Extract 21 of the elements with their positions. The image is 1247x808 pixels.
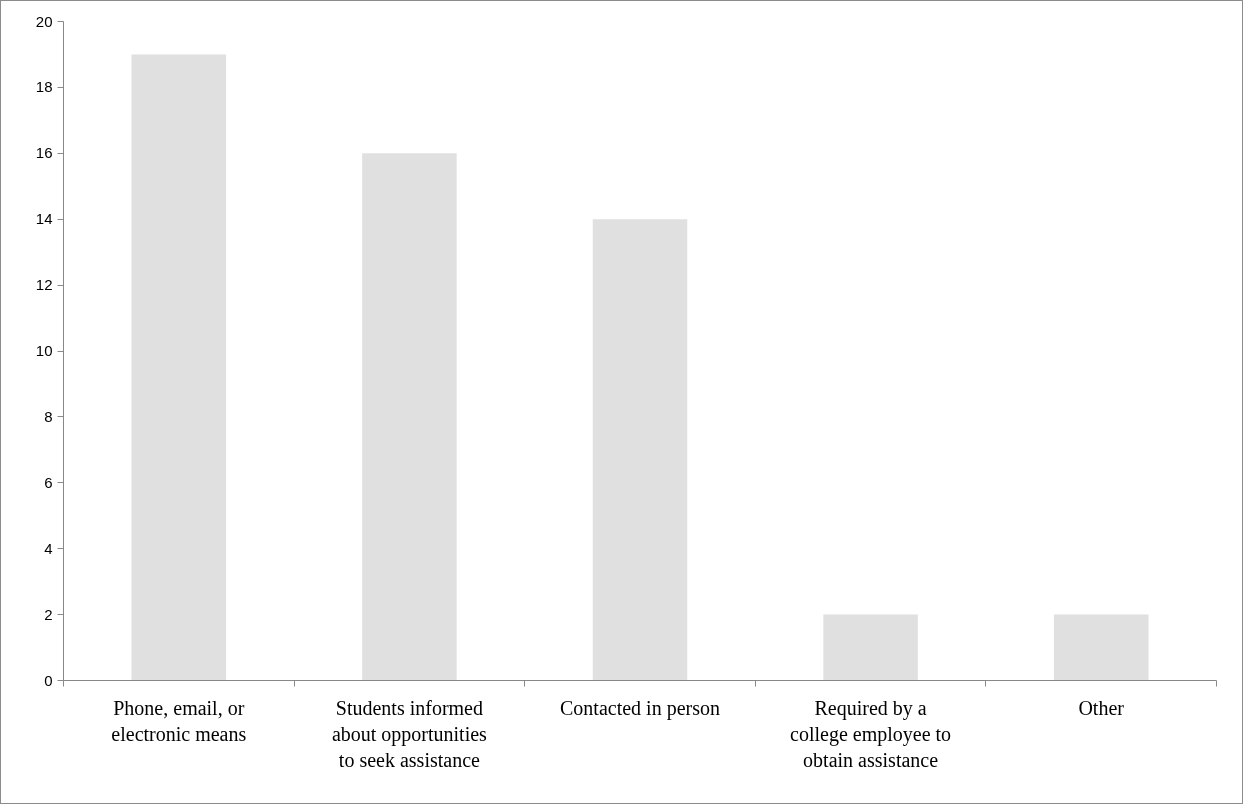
y-tick-label: 6 — [44, 473, 53, 491]
y-tick-label: 10 — [35, 342, 53, 359]
bar — [823, 614, 918, 681]
y-tick-label: 12 — [35, 276, 53, 294]
x-tick-label: Other — [1078, 696, 1125, 719]
y-tick-label: 0 — [44, 671, 53, 689]
y-tick-label: 18 — [35, 78, 53, 96]
x-tick-label: Students informed about opportunities to seek assistance — [331, 696, 488, 772]
x-tick-label: Contacted in person — [560, 696, 720, 720]
bar — [362, 153, 457, 681]
y-tick-label: 20 — [35, 12, 53, 30]
bar — [1053, 614, 1149, 681]
x-tick-label: Phone, email, or electronic means — [111, 696, 247, 745]
y-tick-label: 14 — [35, 210, 53, 228]
y-tick-label: 8 — [44, 407, 53, 425]
x-tick-label: Required by a college employee to obtain assistance — [790, 696, 952, 772]
y-tick-label: 16 — [35, 144, 53, 162]
bar — [131, 54, 227, 681]
bar — [592, 219, 688, 681]
y-tick-label: 4 — [44, 539, 53, 557]
y-tick-label: 2 — [44, 605, 53, 623]
